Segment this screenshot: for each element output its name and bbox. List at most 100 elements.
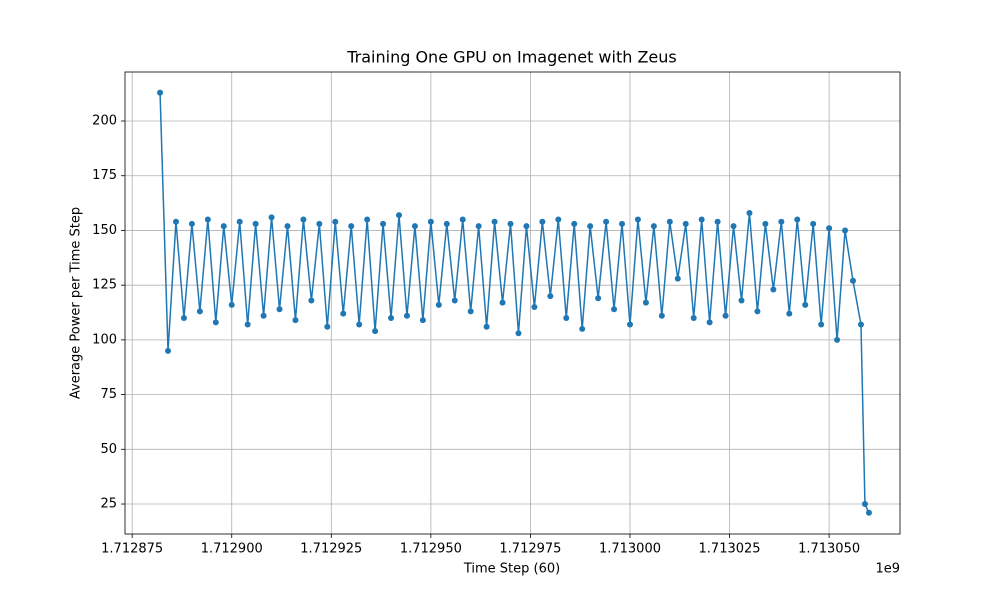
data-point (587, 223, 594, 230)
data-point (507, 220, 514, 227)
data-point (300, 216, 307, 223)
data-point (411, 223, 418, 230)
data-point (857, 321, 864, 328)
y-tick-label: 200 (92, 114, 117, 129)
data-point (388, 314, 395, 321)
data-point (619, 220, 626, 227)
data-point (762, 220, 769, 227)
x-tick-label: 1.712975 (499, 542, 561, 557)
data-point (786, 310, 793, 317)
y-tick-label: 75 (100, 387, 117, 402)
data-point (443, 220, 450, 227)
data-point (547, 293, 554, 300)
data-point (252, 220, 259, 227)
data-point (419, 317, 426, 324)
y-tick-label: 150 (92, 223, 117, 238)
data-point (196, 308, 203, 315)
data-point (698, 216, 705, 223)
x-tick-label: 1.713025 (699, 542, 761, 557)
data-point (746, 209, 753, 216)
x-tick-label: 1.712875 (101, 542, 163, 557)
data-point (778, 218, 785, 225)
data-point (268, 214, 275, 221)
x-tick-label: 1.712950 (400, 542, 462, 557)
data-point (348, 223, 355, 230)
data-point (308, 297, 315, 304)
data-point (642, 299, 649, 306)
y-tick-label: 125 (92, 278, 117, 293)
data-point (754, 308, 761, 315)
data-point (332, 218, 339, 225)
y-tick-label: 25 (100, 497, 117, 512)
x-tick-label: 1.712900 (201, 542, 263, 557)
data-point (260, 312, 267, 319)
data-point (483, 323, 490, 330)
data-point (650, 223, 657, 230)
data-point (380, 220, 387, 227)
data-point (276, 306, 283, 313)
data-point (818, 321, 825, 328)
data-point (523, 223, 530, 230)
data-point (324, 323, 331, 330)
data-point (738, 297, 745, 304)
data-point (539, 218, 546, 225)
data-point (427, 218, 434, 225)
data-point (850, 277, 857, 284)
data-point (666, 218, 673, 225)
data-point (611, 306, 618, 313)
data-point (842, 227, 849, 234)
x-tick-label: 1.713050 (798, 542, 860, 557)
y-tick-label: 50 (100, 442, 117, 457)
data-point (563, 314, 570, 321)
data-point (826, 225, 833, 232)
data-point (372, 328, 379, 335)
data-point (172, 218, 179, 225)
y-tick-label: 100 (92, 332, 117, 347)
data-point (220, 223, 227, 230)
data-point (403, 312, 410, 319)
data-point (515, 330, 522, 337)
data-point (531, 304, 538, 311)
data-point (228, 301, 235, 308)
data-point (316, 220, 323, 227)
data-point (204, 216, 211, 223)
data-point (157, 89, 164, 96)
data-point (682, 220, 689, 227)
data-point (340, 310, 347, 317)
data-point (395, 212, 402, 219)
data-point (579, 325, 586, 332)
x-tick-label: 1.713000 (599, 542, 661, 557)
data-point (865, 509, 872, 516)
data-point (658, 312, 665, 319)
x-axis-label: Time Step (60) (463, 562, 560, 577)
data-point (435, 301, 442, 308)
data-point (467, 308, 474, 315)
x-tick-label: 1.712925 (300, 542, 362, 557)
data-point (834, 336, 841, 343)
data-point (730, 223, 737, 230)
data-point (364, 216, 371, 223)
data-point (571, 220, 578, 227)
data-point (810, 220, 817, 227)
data-point (706, 319, 713, 326)
data-point (180, 314, 187, 321)
data-point (626, 321, 633, 328)
data-point (236, 218, 243, 225)
data-point (451, 297, 458, 304)
data-point (802, 301, 809, 308)
data-point (861, 501, 868, 508)
data-point (603, 218, 610, 225)
data-point (499, 299, 506, 306)
data-point (555, 216, 562, 223)
data-point (292, 317, 299, 324)
data-point (165, 347, 172, 354)
data-point (595, 295, 602, 302)
x-offset-label: 1e9 (875, 562, 900, 577)
data-point (284, 223, 291, 230)
data-point (212, 319, 219, 326)
y-tick-label: 175 (92, 168, 117, 183)
data-point (475, 223, 482, 230)
plot-frame (124, 71, 901, 535)
data-line (159, 92, 870, 514)
